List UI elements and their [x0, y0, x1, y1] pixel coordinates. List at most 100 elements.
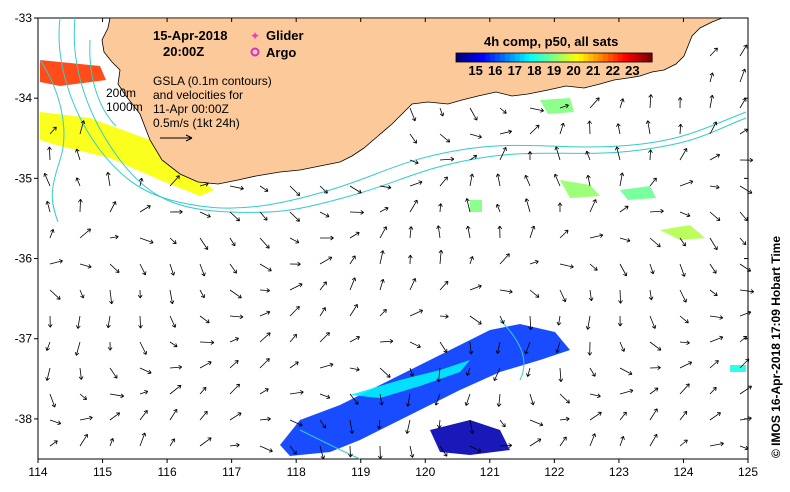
velocity-arrow	[169, 438, 176, 447]
colorbar-segment	[505, 53, 511, 62]
velocity-arrow	[229, 442, 240, 448]
velocity-arrow	[499, 289, 513, 294]
velocity-arrow	[409, 180, 423, 187]
gsla-line-1: GSLA (0.1m contours)	[153, 74, 272, 88]
velocity-arrow	[529, 225, 536, 239]
x-tick-label: 120	[415, 465, 435, 479]
velocity-arrow	[709, 263, 717, 274]
velocity-arrow	[169, 364, 183, 370]
velocity-arrow	[559, 289, 567, 303]
velocity-arrow	[349, 367, 360, 372]
velocity-arrow	[169, 175, 180, 187]
colorbar-segment	[612, 53, 619, 62]
velocity-arrow	[618, 289, 623, 304]
colorbar-tick-label: 18	[527, 63, 541, 78]
colorbar-segment	[647, 53, 653, 62]
colorbar-segment	[558, 53, 565, 62]
velocity-arrow	[649, 433, 658, 447]
colorbar-tick-label: 19	[547, 63, 561, 78]
colorbar-segment	[529, 53, 535, 62]
y-tick-label: -37	[15, 332, 33, 346]
velocity-arrow	[78, 198, 83, 213]
velocity-arrow	[377, 445, 383, 460]
sst-patch	[430, 420, 510, 455]
glider-legend-marker: ✦	[250, 29, 260, 43]
velocity-arrow	[409, 341, 421, 349]
velocity-arrow	[259, 288, 270, 293]
colorbar-segment	[603, 53, 609, 62]
velocity-arrow	[465, 198, 471, 213]
velocity-arrow	[319, 256, 333, 265]
velocity-arrow	[349, 185, 362, 194]
velocity-arrow	[139, 432, 147, 447]
velocity-arrow	[319, 211, 330, 218]
velocity-arrow	[319, 445, 326, 460]
velocity-arrow	[439, 156, 455, 162]
velocity-arrow	[289, 445, 297, 455]
colorbar-segment	[509, 53, 516, 62]
current-contour	[499, 319, 525, 381]
velocity-arrow	[408, 226, 414, 239]
velocity-arrow	[409, 309, 424, 317]
velocity-arrow	[49, 289, 61, 300]
velocity-arrow	[554, 146, 561, 161]
velocity-arrow	[469, 315, 482, 325]
colorbar-segment	[534, 53, 540, 62]
colorbar-segment	[465, 53, 472, 62]
velocity-arrow	[739, 211, 748, 222]
velocity-arrow	[649, 177, 657, 187]
velocity-arrow	[499, 129, 512, 135]
velocity-arrow	[709, 94, 715, 109]
velocity-arrow	[379, 338, 394, 344]
velocity-arrow	[645, 120, 651, 135]
velocity-arrow	[739, 157, 754, 163]
velocity-arrow	[79, 228, 91, 239]
y-axis: -33 -34 -35 -36 -37 -38	[15, 11, 748, 426]
colorbar-segment	[544, 53, 550, 62]
velocity-arrow	[527, 151, 533, 160]
velocity-arrow	[79, 120, 86, 135]
velocity-arrow	[469, 173, 475, 187]
velocity-arrow	[138, 177, 144, 187]
velocity-arrow	[75, 177, 81, 187]
velocity-arrow	[495, 341, 501, 354]
argo-legend-marker	[250, 47, 260, 57]
velocity-arrow	[555, 341, 561, 354]
velocity-arrow	[529, 124, 540, 135]
velocity-arrow	[106, 315, 111, 329]
velocity-arrow	[109, 367, 118, 379]
velocity-arrow	[499, 107, 507, 114]
velocity-arrow	[109, 437, 115, 447]
velocity-arrow	[679, 148, 688, 161]
velocity-arrow	[379, 226, 388, 239]
velocity-arrow	[139, 263, 147, 276]
velocity-arrow	[49, 419, 62, 425]
velocity-arrow	[617, 315, 623, 327]
velocity-arrow	[679, 315, 689, 324]
velocity-arrow	[169, 289, 175, 305]
velocity-arrow	[739, 185, 753, 194]
gsla-line-4: 0.5m/s (1kt 24h)	[153, 116, 240, 130]
argo-legend-label: Argo	[266, 45, 296, 60]
velocity-arrow	[529, 107, 544, 113]
velocity-arrow	[493, 367, 501, 382]
velocity-arrow	[499, 315, 505, 324]
velocity-arrow	[739, 445, 749, 451]
velocity-arrow	[709, 441, 724, 447]
velocity-arrow	[409, 159, 419, 165]
x-axis: 114 115 116 117 118 119 120 121 122 123 124 125	[28, 18, 758, 479]
velocity-arrow	[107, 341, 113, 351]
velocity-arrow	[439, 341, 448, 353]
colorbar-segment	[632, 53, 638, 62]
velocity-arrow	[679, 263, 686, 277]
velocity-arrow	[468, 341, 474, 355]
velocity-arrow	[319, 307, 326, 317]
velocity-arrow	[349, 231, 360, 239]
x-tick-label: 116	[158, 465, 177, 479]
velocity-arrow	[589, 97, 600, 109]
velocity-arrow	[648, 289, 654, 301]
velocity-arrow	[199, 386, 207, 395]
colorbar-segment	[642, 53, 648, 62]
velocity-arrow	[524, 341, 531, 355]
